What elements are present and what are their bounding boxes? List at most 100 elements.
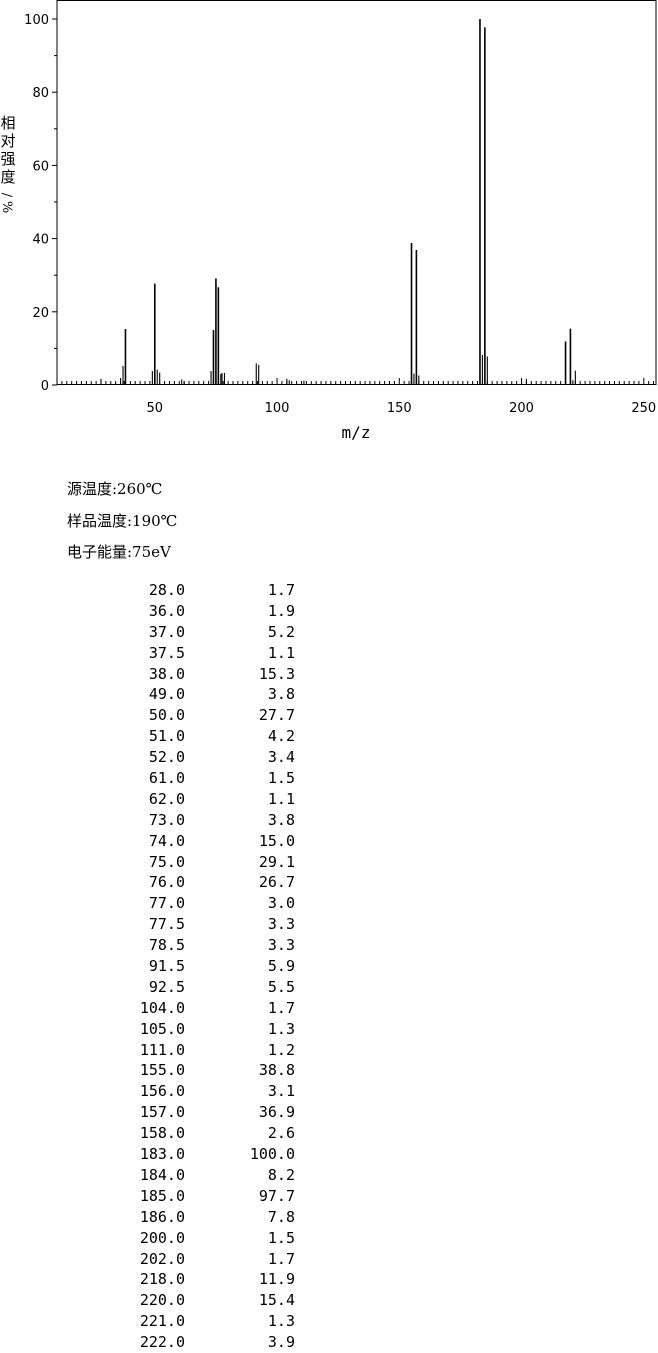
mz-value: 105.0 bbox=[139, 1019, 185, 1038]
y-label-char: / bbox=[0, 193, 14, 198]
x-tick-label: 200 bbox=[509, 401, 534, 416]
abundance-value: 97.7 bbox=[258, 1186, 295, 1205]
abundance-value: 5.5 bbox=[267, 977, 295, 996]
abundance-value: 3.4 bbox=[267, 748, 295, 767]
mz-value: 155.0 bbox=[139, 1061, 185, 1080]
abundance-value: 3.8 bbox=[267, 810, 295, 829]
abundance-value: 4.2 bbox=[267, 727, 295, 746]
mz-value: 61.0 bbox=[148, 769, 185, 788]
mz-value: 158.0 bbox=[139, 1124, 185, 1143]
abundance-value: 36.9 bbox=[258, 1103, 295, 1122]
x-axis-label: m/z bbox=[342, 423, 371, 442]
abundance-value: 1.5 bbox=[267, 1228, 295, 1247]
mz-value: 74.0 bbox=[148, 831, 185, 850]
abundance-value: 1.3 bbox=[267, 1312, 295, 1331]
y-tick-label: 80 bbox=[32, 86, 49, 101]
abundance-value: 5.9 bbox=[267, 957, 295, 976]
y-tick-label: 40 bbox=[32, 233, 49, 248]
y-label-char: 相 bbox=[0, 114, 15, 132]
mz-value: 37.5 bbox=[148, 643, 185, 662]
mz-value: 221.0 bbox=[139, 1312, 185, 1331]
mz-value: 78.5 bbox=[148, 936, 185, 955]
abundance-value: 100.0 bbox=[249, 1145, 295, 1164]
y-tick-label: 0 bbox=[41, 379, 49, 394]
y-tick-label: 60 bbox=[32, 159, 49, 174]
mz-value: 49.0 bbox=[148, 685, 185, 704]
mz-value: 77.5 bbox=[148, 915, 185, 934]
plot-frame bbox=[56, 0, 657, 385]
source-temperature: 源温度:260℃ bbox=[67, 480, 163, 498]
abundance-value: 1.5 bbox=[267, 769, 295, 788]
y-label-char: % bbox=[0, 201, 14, 213]
abundance-value: 1.7 bbox=[267, 581, 295, 599]
abundance-value: 1.1 bbox=[267, 643, 295, 662]
abundance-value: 3.1 bbox=[267, 1082, 295, 1101]
mz-value: 184.0 bbox=[139, 1165, 185, 1184]
x-tick-label: 250 bbox=[631, 401, 656, 416]
abundance-value: 8.2 bbox=[267, 1165, 295, 1184]
abundance-value: 2.6 bbox=[267, 1124, 295, 1143]
abundance-value: 1.7 bbox=[267, 998, 295, 1017]
y-axis: 0 20 40 60 80 100 bbox=[24, 13, 57, 394]
mz-value: 92.5 bbox=[148, 977, 185, 996]
abundance-value: 3.3 bbox=[267, 936, 295, 955]
abundance-value: 1.9 bbox=[267, 601, 295, 620]
y-tick-label: 20 bbox=[32, 306, 49, 321]
mz-value: 75.0 bbox=[148, 852, 185, 871]
x-axis: 50 100 150 200 250 bbox=[147, 378, 656, 416]
mz-value: 52.0 bbox=[148, 748, 185, 767]
y-label-char: 强 bbox=[0, 150, 15, 168]
mz-value: 62.0 bbox=[148, 789, 185, 808]
mz-value: 91.5 bbox=[148, 957, 185, 976]
abundance-value: 15.0 bbox=[258, 831, 295, 850]
mz-value: 77.0 bbox=[148, 894, 185, 913]
y-label-char: 度 bbox=[0, 168, 15, 186]
x-tick-label: 50 bbox=[147, 401, 164, 416]
y-label-char: 对 bbox=[0, 132, 15, 150]
mz-value: 51.0 bbox=[148, 727, 185, 746]
mz-value: 50.0 bbox=[148, 706, 185, 725]
electron-energy: 电子能量:75eV bbox=[67, 543, 171, 561]
abundance-value: 3.0 bbox=[267, 894, 295, 913]
y-tick-label: 100 bbox=[24, 13, 49, 28]
abundance-value: 29.1 bbox=[258, 852, 295, 871]
abundance-value: 1.1 bbox=[267, 789, 295, 808]
abundance-value: 1.7 bbox=[267, 1249, 295, 1268]
x-tick-label: 150 bbox=[387, 401, 412, 416]
mz-value: 76.0 bbox=[148, 873, 185, 892]
abundance-value: 27.7 bbox=[258, 706, 295, 725]
abundance-value: 15.3 bbox=[258, 664, 295, 683]
mz-value: 37.0 bbox=[148, 622, 185, 641]
mz-value: 200.0 bbox=[139, 1228, 185, 1247]
mz-value: 111.0 bbox=[139, 1040, 185, 1059]
abundance-value: 38.8 bbox=[258, 1061, 295, 1080]
mz-value: 183.0 bbox=[139, 1145, 185, 1164]
abundance-value: 1.2 bbox=[267, 1040, 295, 1059]
mz-value: 222.0 bbox=[139, 1333, 185, 1352]
abundance-value: 7.8 bbox=[267, 1207, 295, 1226]
mz-value: 73.0 bbox=[148, 810, 185, 829]
mz-value: 156.0 bbox=[139, 1082, 185, 1101]
mz-value: 185.0 bbox=[139, 1186, 185, 1205]
mz-value: 218.0 bbox=[139, 1270, 185, 1289]
mz-value: 38.0 bbox=[148, 664, 185, 683]
mz-value: 186.0 bbox=[139, 1207, 185, 1226]
abundance-value: 26.7 bbox=[258, 873, 295, 892]
mz-value: 28.0 bbox=[148, 581, 185, 599]
mz-value: 157.0 bbox=[139, 1103, 185, 1122]
abundance-value: 3.9 bbox=[267, 1333, 295, 1352]
abundance-value: 1.3 bbox=[267, 1019, 295, 1038]
x-tick-label: 100 bbox=[265, 401, 290, 416]
abundance-value: 15.4 bbox=[258, 1291, 295, 1310]
abundance-value: 11.9 bbox=[258, 1270, 295, 1289]
sample-temperature: 样品温度:190℃ bbox=[67, 512, 178, 530]
mz-value: 202.0 bbox=[139, 1249, 185, 1268]
abundance-value: 5.2 bbox=[267, 622, 295, 641]
peak-bars bbox=[100, 19, 576, 385]
abundance-value: 3.8 bbox=[267, 685, 295, 704]
mz-value: 104.0 bbox=[139, 998, 185, 1017]
mz-value: 220.0 bbox=[139, 1291, 185, 1310]
mz-value: 36.0 bbox=[148, 601, 185, 620]
